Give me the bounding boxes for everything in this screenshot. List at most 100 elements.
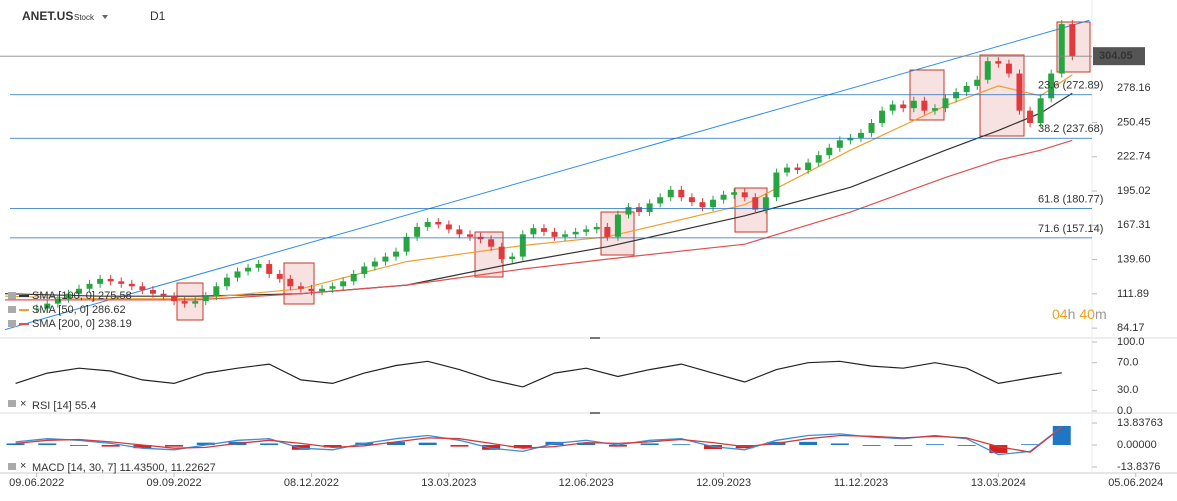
candle xyxy=(65,293,72,299)
y-tick-label: 139.60 xyxy=(1117,253,1151,265)
candle xyxy=(202,296,209,302)
macd-line xyxy=(15,426,1063,453)
countdown-unit: h xyxy=(1068,306,1076,322)
candle xyxy=(149,290,156,294)
candle xyxy=(245,267,252,272)
candle xyxy=(540,228,547,232)
dropdown-icon[interactable] xyxy=(102,15,108,19)
rsi-label: RSI [14] 55.4 xyxy=(32,400,96,412)
legend-value: 286.62 xyxy=(92,304,126,316)
last-price-box xyxy=(1093,47,1145,66)
plot-area xyxy=(4,19,1090,456)
candle xyxy=(889,104,896,111)
indicator-close-icon[interactable]: × xyxy=(20,398,26,410)
candle xyxy=(784,167,790,173)
candle xyxy=(614,214,621,237)
candle xyxy=(562,234,569,237)
histogram-bar xyxy=(101,445,120,447)
candle xyxy=(192,301,199,304)
y-tick-label: 100.0 xyxy=(1117,336,1145,348)
countdown: 04h 40m xyxy=(1052,306,1107,322)
candle xyxy=(720,194,727,200)
histogram-bar xyxy=(830,443,849,446)
moving-average xyxy=(4,92,1073,297)
candle xyxy=(805,162,812,171)
histogram-bar xyxy=(38,443,57,446)
moving-average xyxy=(5,139,1073,301)
histogram-bar xyxy=(799,441,818,446)
candle xyxy=(942,98,949,109)
countdown-unit: m xyxy=(1095,306,1107,322)
candle xyxy=(910,100,917,109)
indicator-close-icon[interactable]: × xyxy=(20,460,26,472)
candle xyxy=(266,264,273,274)
macd-last: 11.43500, xyxy=(119,462,167,474)
timeframe[interactable]: D1 xyxy=(150,9,166,23)
candle xyxy=(54,298,61,304)
candle xyxy=(604,226,611,237)
candle xyxy=(731,192,738,195)
y-tick-label: 278.16 xyxy=(1117,82,1151,94)
symbol[interactable]: ANET.US xyxy=(22,9,73,23)
candle xyxy=(1069,24,1076,57)
candle xyxy=(572,231,579,235)
legend-name: SMA [200, 0] xyxy=(32,318,95,330)
candle xyxy=(255,264,262,268)
histogram-bar xyxy=(608,445,627,447)
x-tick-label: 13.03.2023 xyxy=(421,477,476,489)
candle xyxy=(361,266,368,274)
candle xyxy=(646,203,653,213)
candle xyxy=(466,234,473,237)
candle xyxy=(160,293,167,297)
candle xyxy=(223,277,230,287)
countdown-minutes: 40 xyxy=(1079,306,1095,322)
legend-swatch xyxy=(19,309,29,311)
candle xyxy=(1048,73,1055,99)
candle xyxy=(424,221,431,227)
candle xyxy=(276,273,283,279)
histogram-bar xyxy=(925,444,944,446)
candle xyxy=(128,283,135,287)
candle xyxy=(234,271,241,278)
candle xyxy=(33,308,40,310)
candle xyxy=(984,61,991,80)
x-tick-label: 09.06.2022 xyxy=(9,477,64,489)
legend-menu-icon xyxy=(8,292,16,299)
legend-name: SMA [50, 0] xyxy=(32,304,89,316)
candle xyxy=(625,207,632,215)
candle xyxy=(1058,24,1065,74)
x-tick-label: 11.12.2023 xyxy=(834,477,888,489)
x-tick-label: 13.03.2024 xyxy=(971,477,1026,489)
candle xyxy=(826,147,833,156)
candle xyxy=(435,221,442,225)
candle xyxy=(319,288,326,292)
indicator-menu-icon[interactable] xyxy=(8,463,16,470)
legend-entry: SMA [200, 0] 238.19 xyxy=(32,318,132,330)
indicator-menu-icon[interactable] xyxy=(8,400,16,407)
trendline xyxy=(4,19,1090,331)
x-tick-label: 09.09.2022 xyxy=(147,477,202,489)
candle xyxy=(393,251,399,257)
y-tick-label: 222.74 xyxy=(1117,151,1151,163)
histogram-bar xyxy=(1021,444,1040,446)
candle xyxy=(710,199,717,208)
legend-entry: SMA [100, 0] 275.58 xyxy=(32,290,132,302)
histogram-bar xyxy=(418,442,437,446)
histogram-bar xyxy=(894,445,913,446)
rsi-line xyxy=(15,360,1062,388)
candle xyxy=(498,246,505,260)
candle xyxy=(773,172,780,198)
y-tick-label: 70.0 xyxy=(1117,357,1138,369)
candle xyxy=(1016,73,1023,111)
legend-swatch xyxy=(19,323,29,325)
candle xyxy=(815,155,822,163)
highlight-boxes xyxy=(176,21,1091,321)
candle xyxy=(699,202,706,208)
macd-name: MACD [14, 30, 7] xyxy=(32,462,116,474)
rsi-last: 55.4 xyxy=(75,400,96,412)
candle xyxy=(752,197,759,210)
candle xyxy=(75,288,82,294)
legend-value: 238.19 xyxy=(98,318,132,330)
